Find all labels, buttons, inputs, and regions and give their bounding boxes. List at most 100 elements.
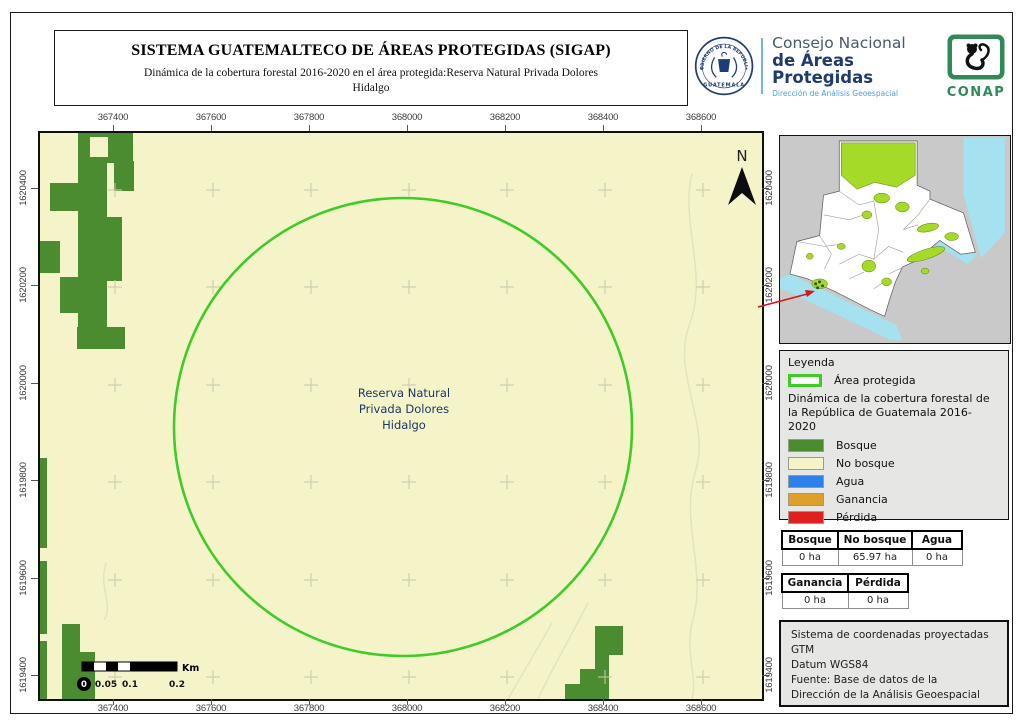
x-axis-label: 368000 bbox=[391, 703, 423, 714]
x-axis-label: 368200 bbox=[489, 112, 521, 123]
y-axis-label: 1619800 bbox=[764, 462, 775, 498]
seal-bottom-text: GUATEMALA bbox=[703, 83, 745, 89]
legend-group-title: Dinámica de la cobertura forestal de la … bbox=[788, 392, 990, 433]
seal-emblem bbox=[718, 59, 731, 73]
axis-tick bbox=[211, 125, 212, 131]
scale-unit: Km bbox=[182, 663, 199, 674]
col-ganancia: Ganancia bbox=[781, 573, 849, 593]
north-arrow-icon: N bbox=[728, 147, 756, 205]
scale-0: 0 bbox=[81, 680, 87, 690]
logo-block: GOBIERNO DE LA REPÚBLICA GUATEMALA Conse… bbox=[694, 24, 1006, 108]
y-axis-label: 1619600 bbox=[764, 560, 775, 596]
axis-tick bbox=[309, 699, 310, 705]
legend-item-area-protegida: Área protegida bbox=[788, 374, 1000, 387]
y-axis-label: 1619400 bbox=[764, 657, 775, 693]
axis-tick bbox=[211, 699, 212, 705]
y-axis-label: 1620200 bbox=[18, 267, 29, 303]
axis-tick bbox=[407, 125, 408, 131]
y-axis-label: 1619400 bbox=[18, 657, 29, 693]
x-axis-label: 367600 bbox=[195, 112, 227, 123]
scale-005: 0.05 bbox=[95, 680, 117, 690]
x-axis-label: 368400 bbox=[587, 703, 619, 714]
axis-tick bbox=[762, 578, 769, 579]
subtitle-line2: Hidalgo bbox=[352, 82, 390, 94]
scale-02: 0.2 bbox=[169, 680, 185, 690]
coverage-stats-table: Bosque No bosque Agua 0 ha 65.97 ha 0 ha bbox=[781, 530, 963, 566]
main-map: N Km 0 0.05 0.1 0.2 Reserva Natural Priv… bbox=[38, 131, 764, 701]
col-perdida: Pérdida bbox=[847, 573, 909, 593]
x-axis-label: 367600 bbox=[195, 703, 227, 714]
axis-tick bbox=[701, 125, 702, 131]
ganancia-swatch bbox=[788, 493, 824, 506]
country-inset-map bbox=[779, 135, 1011, 344]
consejo-line3: Dirección de Análisis Geoespacial bbox=[772, 88, 899, 98]
ganancia-value: 0 ha bbox=[781, 591, 849, 609]
area-protegida-swatch bbox=[788, 374, 822, 387]
perdida-value: 0 ha bbox=[847, 591, 909, 609]
col-no-bosque: No bosque bbox=[837, 530, 913, 550]
axis-tick bbox=[31, 285, 38, 286]
legend-panel: Leyenda Área protegida Dinámica de la co… bbox=[779, 350, 1009, 524]
x-axis-label: 368200 bbox=[489, 703, 521, 714]
legend-item-agua: Agua bbox=[788, 475, 1000, 488]
conap-monkey-icon bbox=[947, 34, 1005, 79]
axis-tick bbox=[603, 125, 604, 131]
credits-line2: GTM bbox=[791, 644, 815, 656]
x-axis-label: 367800 bbox=[293, 112, 325, 123]
y-axis-label: 1620000 bbox=[18, 365, 29, 401]
conap-label: CONAP bbox=[946, 84, 1006, 100]
axis-tick bbox=[701, 699, 702, 705]
legend-title: Leyenda bbox=[788, 356, 835, 369]
title-box: SISTEMA GUATEMALTECO DE ÁREAS PROTEGIDAS… bbox=[54, 30, 688, 106]
axis-tick bbox=[505, 699, 506, 705]
axis-tick bbox=[113, 699, 114, 705]
y-axis-label: 1620400 bbox=[18, 170, 29, 206]
country-outline bbox=[789, 140, 976, 317]
perdida-swatch bbox=[788, 511, 824, 524]
credits-line3: Datum WGS84 bbox=[791, 659, 869, 671]
axis-tick bbox=[31, 383, 38, 384]
y-axis-label: 1619800 bbox=[18, 462, 29, 498]
no-bosque-swatch bbox=[788, 457, 824, 470]
axis-tick bbox=[309, 125, 310, 131]
credits-line1: Sistema de coordenadas proyectadas bbox=[791, 629, 989, 641]
axis-tick bbox=[31, 188, 38, 189]
legend-item-ganancia: Ganancia bbox=[788, 493, 1000, 506]
x-axis-label: 367400 bbox=[97, 703, 129, 714]
col-agua: Agua bbox=[911, 530, 963, 550]
credits-line5: Dirección de la Análisis Geoespacial bbox=[791, 689, 980, 701]
x-axis-label: 368400 bbox=[587, 112, 619, 123]
page-title: SISTEMA GUATEMALTECO DE ÁREAS PROTEGIDAS… bbox=[131, 42, 611, 59]
credits-line4: Fuente: Base de datos de la bbox=[791, 674, 938, 686]
conap-wordmark: Consejo Nacional de Áreas Protegidas Dir… bbox=[772, 33, 934, 98]
col-bosque: Bosque bbox=[781, 530, 839, 550]
axis-tick bbox=[505, 125, 506, 131]
page-subtitle: Dinámica de la cobertura forestal 2016-2… bbox=[55, 66, 687, 96]
x-axis-label: 368600 bbox=[685, 703, 717, 714]
bosque-swatch bbox=[788, 439, 824, 452]
y-axis-label: 1619600 bbox=[18, 560, 29, 596]
axis-tick bbox=[762, 285, 769, 286]
location-leader-arrow bbox=[757, 290, 815, 308]
axis-tick bbox=[762, 188, 769, 189]
grid-crosses bbox=[108, 183, 710, 684]
agua-value: 0 ha bbox=[911, 548, 963, 566]
svg-text:N: N bbox=[736, 147, 747, 165]
x-axis-label: 368600 bbox=[685, 112, 717, 123]
axis-tick bbox=[31, 480, 38, 481]
page-border bbox=[10, 12, 1013, 714]
y-axis-label: 1620400 bbox=[764, 170, 775, 206]
consejo-line1: Consejo Nacional bbox=[772, 33, 906, 52]
protected-area-boundary bbox=[172, 196, 634, 658]
inset-protected-areas bbox=[806, 142, 959, 289]
axis-tick bbox=[31, 675, 38, 676]
subtitle-line1: Dinámica de la cobertura forestal 2016-2… bbox=[143, 67, 599, 79]
protected-area-label: Reserva Natural Privada Dolores Hidalgo bbox=[357, 386, 451, 432]
department-borders bbox=[796, 190, 931, 289]
map-canvas: N Km 0 0.05 0.1 0.2 bbox=[40, 133, 756, 699]
target-location-dots bbox=[814, 280, 825, 290]
no-bosque-value: 65.97 ha bbox=[837, 548, 913, 566]
scale-01: 0.1 bbox=[122, 680, 138, 690]
legend-item-no-bosque: No bosque bbox=[788, 457, 1000, 470]
forest-patches bbox=[40, 133, 623, 699]
